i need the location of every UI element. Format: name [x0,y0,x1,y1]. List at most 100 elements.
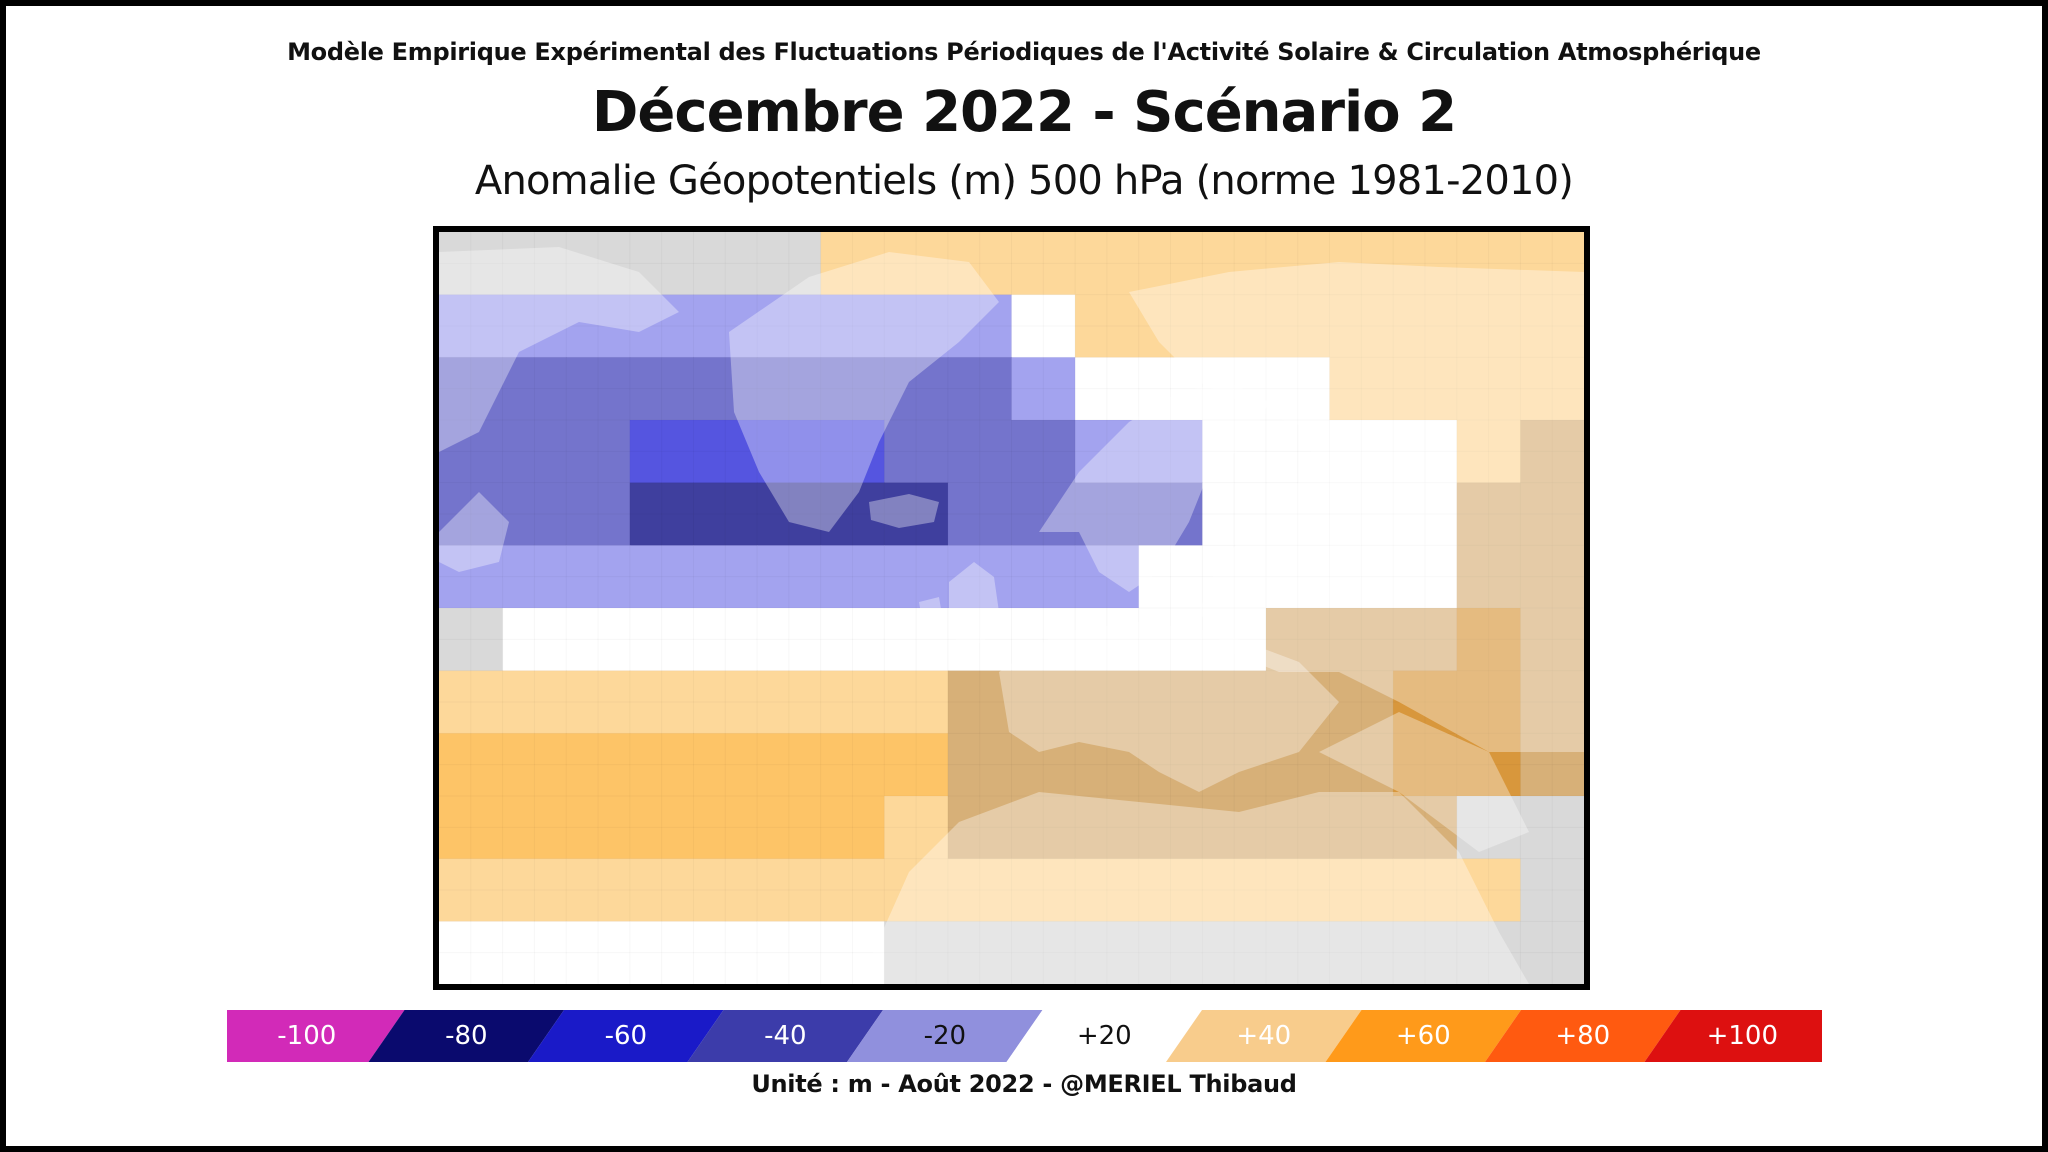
anomaly-cell [884,232,949,296]
anomaly-cell [1138,858,1203,922]
anomaly-cell [1075,796,1140,860]
anomaly-cell [1456,921,1521,984]
anomaly-cell [1265,796,1331,860]
colorbar: -100 -80 -60 -40 -20 +20 +40 +60 +80 +100 [227,1010,1822,1062]
anomaly-cell [1329,858,1394,922]
anomaly-cell [693,921,758,984]
anomaly-cell [884,670,949,734]
anomaly-cell [947,294,1013,358]
colorbar-label: +20 [1077,1021,1132,1051]
anomaly-cell [1393,733,1458,797]
anomaly-cell [757,733,822,797]
anomaly-cell [757,670,822,734]
anomaly-cell [757,357,822,421]
colorbar-segment [528,1010,724,1062]
anomaly-cell [1265,232,1331,296]
anomaly-cell [1075,858,1140,922]
colorbar-label: +40 [1236,1021,1291,1051]
anomaly-cell [1138,670,1203,734]
anomaly-cell [693,670,758,734]
anomaly-cell [947,858,1013,922]
anomaly-cell [439,670,504,734]
anomaly-cell [1329,482,1394,546]
anomaly-cell [629,858,695,922]
anomaly-cell [1456,545,1521,609]
anomaly-cell [1075,482,1140,546]
anomaly-cell [1075,294,1140,358]
anomaly-cell [947,796,1013,860]
anomaly-cell [1393,294,1458,358]
anomaly-cell [1393,545,1458,609]
anomaly-cell [693,608,758,672]
anomaly-cell [884,420,949,484]
anomaly-cell [1520,608,1584,672]
anomaly-cell [1520,733,1584,797]
anomaly-cell [947,357,1013,421]
anomaly-cell [629,482,695,546]
anomaly-cell [1011,420,1076,484]
anomaly-cell [1520,420,1584,484]
anomaly-cell [1138,796,1203,860]
anomaly-cell [1520,796,1584,860]
anomaly-cell [1329,357,1394,421]
anomaly-cell [757,858,822,922]
anomaly-cell [629,796,695,860]
anomaly-cell [1202,921,1267,984]
anomaly-cell [820,294,885,358]
anomaly-cell [1138,482,1203,546]
colorbar-label: +100 [1707,1021,1778,1051]
anomaly-cell [629,608,695,672]
colorbar-labels: -100 -80 -60 -40 -20 +20 +40 +60 +80 +100 [277,1021,1778,1051]
anomaly-cell [502,796,567,860]
anomaly-cell [1011,670,1076,734]
anomaly-cell [947,733,1013,797]
colorbar-segment [1166,1010,1362,1062]
anomaly-cell [820,232,885,296]
anomaly-cell [439,420,504,484]
anomaly-cell [1520,545,1584,609]
anomaly-cell [1011,482,1076,546]
anomaly-cell [1393,420,1458,484]
anomaly-cell [1075,420,1140,484]
anomaly-cell [566,608,631,672]
anomaly-cell [1456,733,1521,797]
anomaly-cell [1393,232,1458,296]
anomaly-cell [757,482,822,546]
anomaly-cell [1138,545,1203,609]
anomaly-cell [502,670,567,734]
anomaly-cell [884,608,949,672]
anomaly-cell [1075,921,1140,984]
anomaly-cell [502,420,567,484]
anomaly-cell [629,294,695,358]
colorbar-segment [687,1010,883,1062]
anomaly-cell [1011,608,1076,672]
anomaly-cell [1520,294,1584,358]
anomaly-cell [439,357,504,421]
anomaly-cell [566,357,631,421]
anomaly-cell [629,232,695,296]
anomaly-cell [566,670,631,734]
anomaly-cell [947,232,1013,296]
anomaly-cell [1329,608,1394,672]
anomaly-cell [502,608,567,672]
colorbar-segment [1006,1010,1202,1062]
anomaly-cell [820,796,885,860]
anomaly-cell [1329,733,1394,797]
anomaly-cell [1520,858,1584,922]
anomaly-cell [439,858,504,922]
anomaly-cell [1456,670,1521,734]
anomaly-cell [693,858,758,922]
land-overlay [439,247,1584,984]
anomaly-cell [566,545,631,609]
anomaly-map-svg [439,232,1584,984]
anomaly-cell [820,858,885,922]
anomaly-cell [1011,796,1076,860]
anomaly-cell [502,232,567,296]
anomaly-cell [947,545,1013,609]
anomaly-cell [1329,921,1394,984]
anomaly-cell [629,921,695,984]
anomaly-cell [1075,733,1140,797]
colorbar-segments [227,1010,1822,1062]
anomaly-cell [820,733,885,797]
anomaly-cell [1202,545,1267,609]
